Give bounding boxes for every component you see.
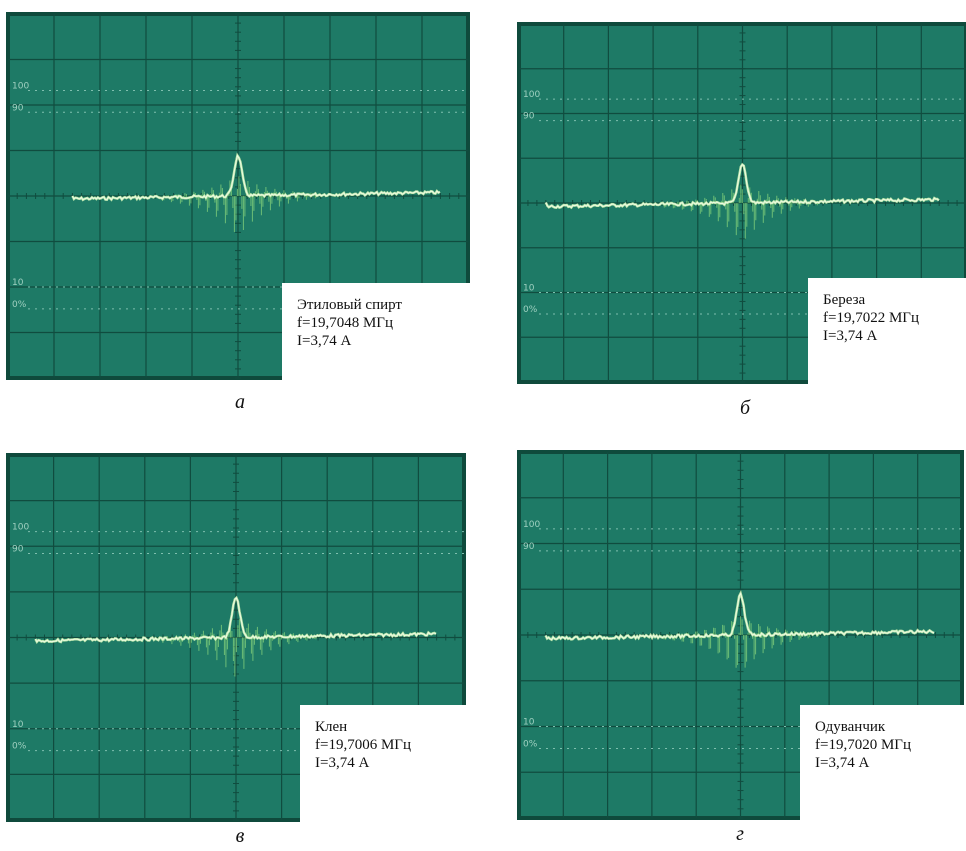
scale-label: 100 <box>12 523 29 533</box>
label-line: f=19,7022 МГц <box>823 310 919 326</box>
scale-label: 10 <box>523 284 535 294</box>
trace-core <box>545 591 935 641</box>
caption: в <box>236 825 245 847</box>
scale-label: 90 <box>12 103 24 113</box>
label-line: Береза <box>823 292 866 308</box>
scale-label: 90 <box>523 112 535 122</box>
label-line: f=19,7048 МГц <box>297 315 393 331</box>
caption: г <box>736 823 744 845</box>
scale-label: 10 <box>12 278 24 288</box>
label-line: I=3,74 А <box>823 328 877 344</box>
caption: а <box>235 391 245 413</box>
scale-label: 100 <box>523 520 540 530</box>
label-line: Одуванчик <box>815 719 886 735</box>
label-line: I=3,74 А <box>815 755 869 771</box>
label-line: I=3,74 А <box>297 333 351 349</box>
scale-label: 10 <box>12 720 24 730</box>
scale-label: 90 <box>523 542 535 552</box>
trace-core <box>34 597 437 643</box>
scale-label: 0% <box>523 739 538 749</box>
label-line: I=3,74 А <box>315 755 369 771</box>
label-box <box>282 283 470 380</box>
caption: б <box>740 397 751 419</box>
label-line: f=19,7020 МГц <box>815 737 911 753</box>
label-box <box>800 705 964 820</box>
trace-core <box>545 163 940 209</box>
trace-core <box>71 154 441 201</box>
scale-label: 0% <box>12 300 27 310</box>
label-line: Клен <box>315 719 347 735</box>
scale-label: 10 <box>523 718 535 728</box>
label-box <box>808 278 966 384</box>
scale-label: 100 <box>12 81 29 91</box>
label-line: Этиловый спирт <box>297 297 402 313</box>
scale-label: 0% <box>12 742 27 752</box>
label-box <box>300 705 466 822</box>
label-line: f=19,7006 МГц <box>315 737 411 753</box>
scale-label: 90 <box>12 545 24 555</box>
scale-label: 0% <box>523 305 538 315</box>
scale-label: 100 <box>523 90 540 100</box>
